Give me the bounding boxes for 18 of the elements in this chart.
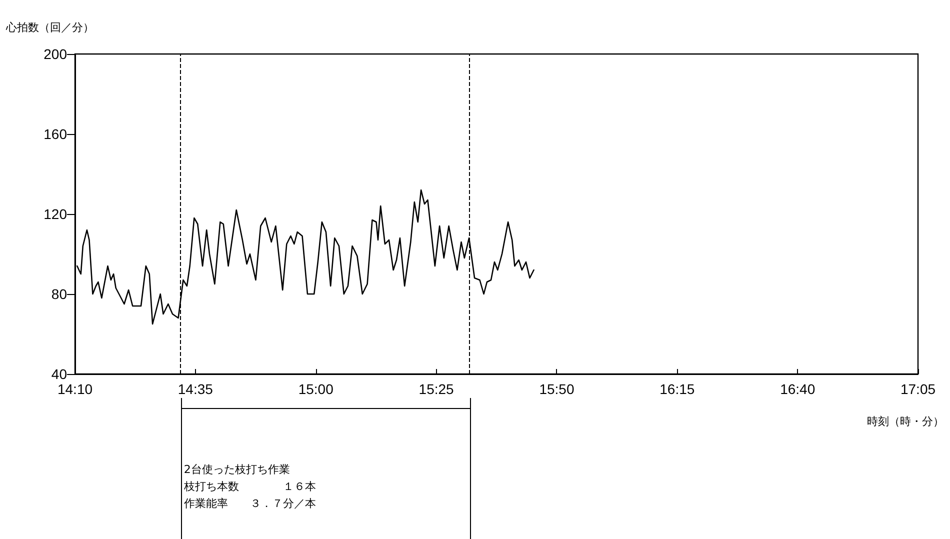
x-tick-label: 17:05 <box>900 381 936 397</box>
text: 枝打ち本数 １６本 <box>184 479 316 495</box>
y-tick-label: 40 <box>51 366 68 382</box>
y-tick-label: 80 <box>51 286 68 302</box>
y-tick-label: 120 <box>44 206 68 222</box>
x-tick-label: 15:25 <box>418 381 454 397</box>
x-axis-title: 時刻（時・分） <box>867 414 944 429</box>
x-tick-label: 16:40 <box>780 381 816 397</box>
y-axis-title: 心拍数（回／分） <box>6 20 94 35</box>
x-tick-label: 15:00 <box>298 381 334 397</box>
x-tick-label: 16:15 <box>660 381 695 397</box>
x-tick-label: 15:50 <box>539 381 574 397</box>
x-tick-label: 14:10 <box>57 381 93 397</box>
y-tick-label: 160 <box>44 126 68 142</box>
text: 作業能率 ３．７分／本 <box>184 496 316 512</box>
x-tick-label: 14:35 <box>178 381 214 397</box>
y-tick-label: 200 <box>44 46 68 62</box>
text: 2台使った枝打ち作業 <box>184 462 291 478</box>
